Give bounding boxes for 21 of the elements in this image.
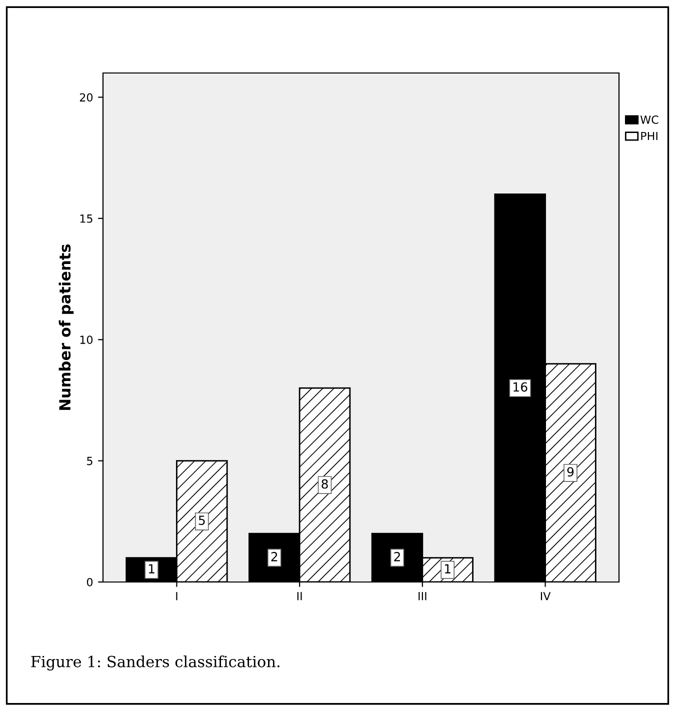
- data-label: 16: [514, 382, 528, 392]
- data-label: 2: [271, 552, 278, 562]
- y-tick-label: 20: [80, 93, 93, 102]
- x-tick-label: IV: [540, 592, 551, 600]
- data-label: 1: [148, 564, 154, 574]
- y-tick-label: 5: [87, 456, 92, 466]
- x-tick-label: III: [418, 592, 426, 600]
- y-tick-label: 15: [80, 214, 92, 223]
- data-label: 1: [445, 564, 450, 574]
- y-tick-label: 10: [80, 336, 93, 344]
- data-label: 9: [567, 467, 574, 477]
- y-axis-title: Number of patients: [58, 244, 74, 410]
- legend-label: WC: [640, 115, 658, 124]
- data-label: 2: [394, 552, 400, 562]
- x-tick-label: II: [297, 592, 302, 600]
- y-tick-label: 0: [86, 578, 93, 586]
- caption: Figure 1: Sanders classification.: [31, 656, 280, 670]
- data-label: 5: [198, 516, 205, 526]
- legend-label: PHI: [641, 132, 658, 140]
- x-tick-label: I: [176, 592, 178, 600]
- data-label: 8: [322, 479, 328, 489]
